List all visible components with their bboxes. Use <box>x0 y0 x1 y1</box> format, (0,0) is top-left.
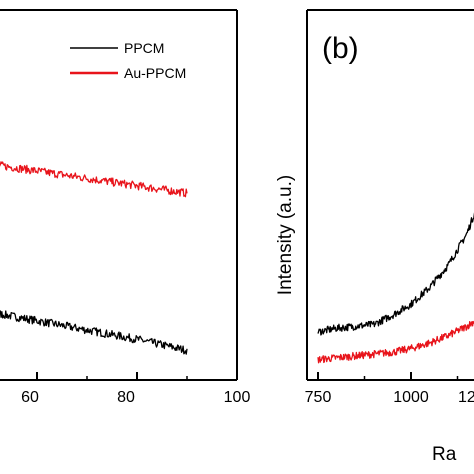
panel-a-x-tick-label: 100 <box>224 389 251 406</box>
panel-b-series-trace-1 <box>317 212 474 336</box>
panel-a-series <box>0 161 188 355</box>
panel-b: (b) Intensity (a.u.) 750 1000 12 Ra <box>275 9 474 465</box>
panel-b-label: (b) <box>322 32 359 65</box>
panel-a-x-tick-label: 60 <box>21 389 39 406</box>
panel-a-ticks <box>36 372 238 380</box>
legend-label-au-ppcm: Au-PPCM <box>124 65 186 81</box>
panel-b-series-trace-2 <box>317 320 474 364</box>
panel-b-x-axis-label: Ra <box>432 444 457 465</box>
panel-b-series <box>317 212 474 364</box>
panel-b-x-tick-label: 12 <box>458 389 474 406</box>
panel-b-ticks <box>317 372 459 380</box>
panel-a: 60 80 100 PPCM Au-PPCM <box>0 9 251 406</box>
panel-a-x-tick-label: 80 <box>117 389 135 406</box>
legend: PPCM Au-PPCM <box>70 40 186 81</box>
panel-b-x-tick-label: 750 <box>305 389 332 406</box>
panel-b-x-tick-label: 1000 <box>393 389 429 406</box>
panel-a-series-ppcm <box>0 310 188 355</box>
panel-b-y-axis-label: Intensity (a.u.) <box>275 175 296 295</box>
legend-label-ppcm: PPCM <box>124 40 164 56</box>
panel-a-series-au-ppcm <box>0 161 188 198</box>
